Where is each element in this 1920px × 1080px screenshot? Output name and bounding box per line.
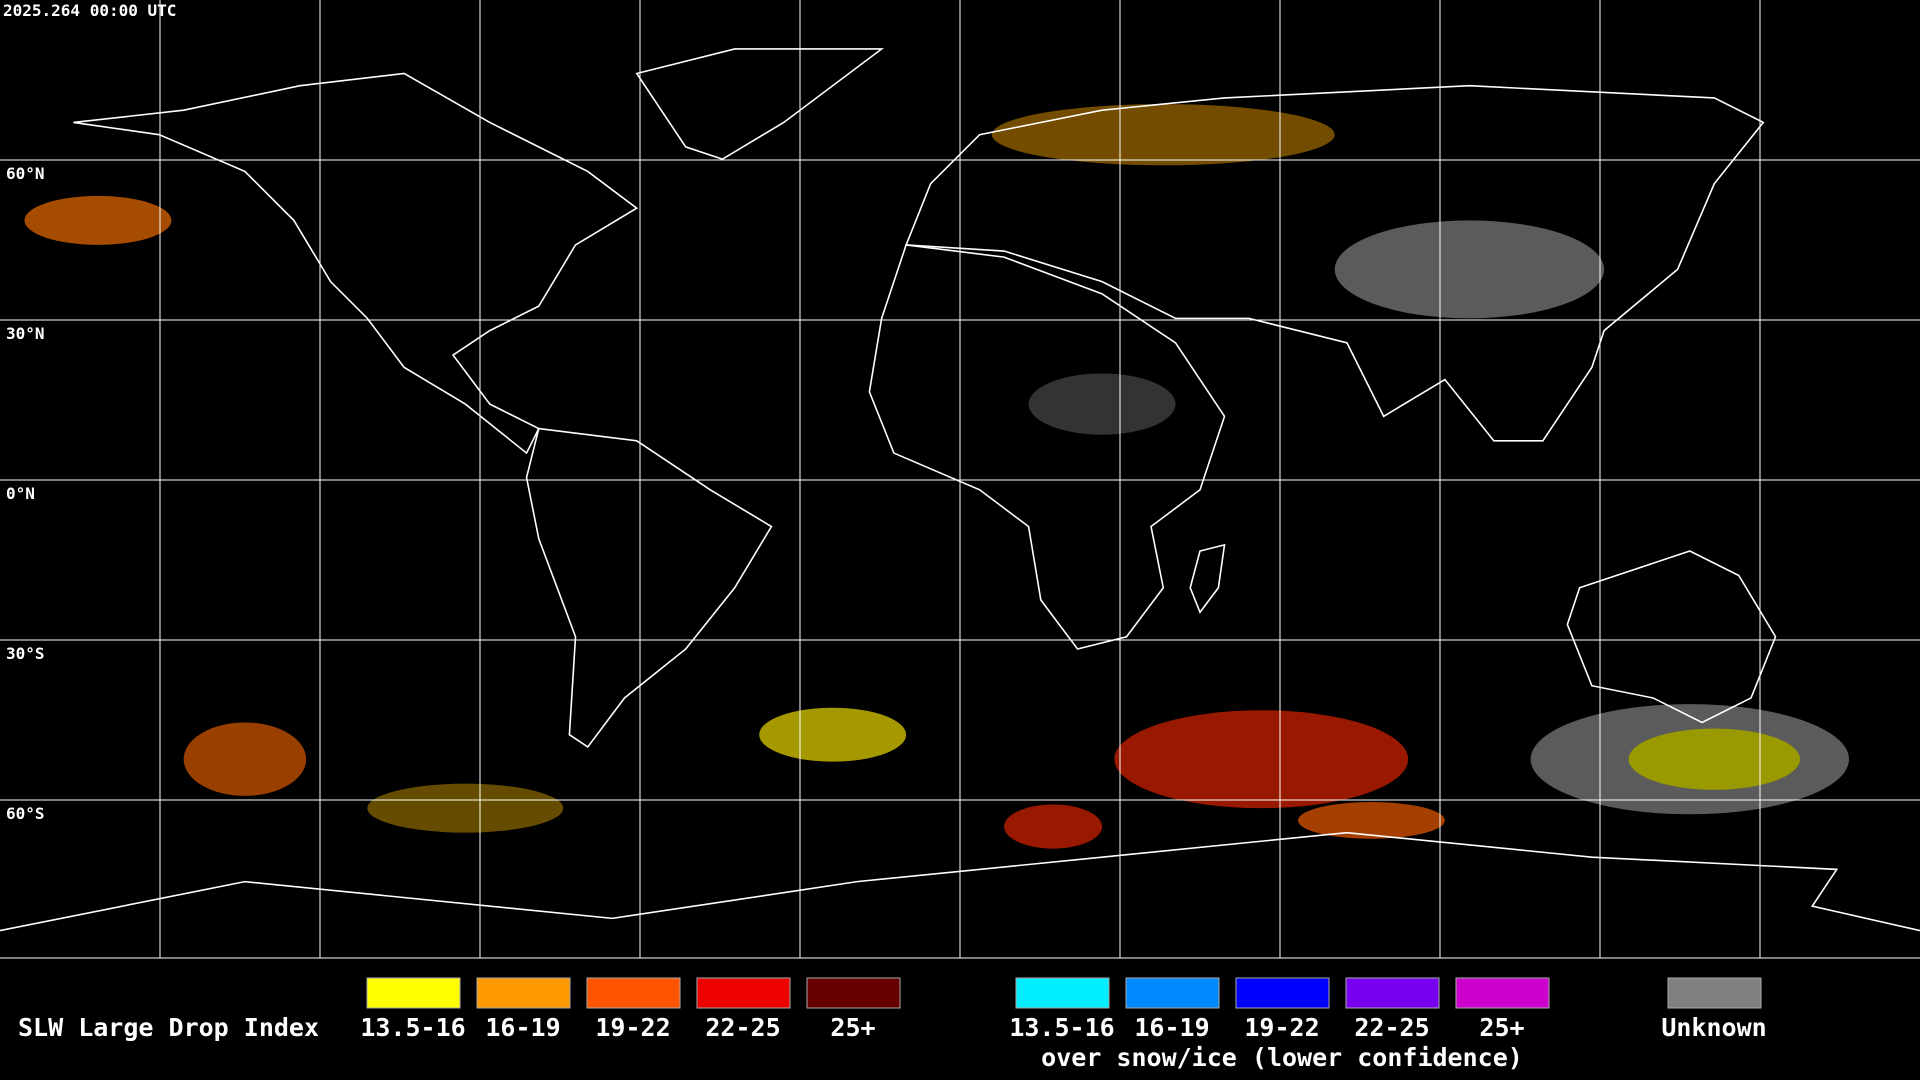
- cloud-patch: [1628, 728, 1801, 790]
- legend-label: 22-25: [705, 1013, 780, 1042]
- cloud-patch: [759, 707, 907, 762]
- legend-swatch: [696, 977, 791, 1009]
- coastline: [1189, 543, 1226, 614]
- legend-label: 13.5-16: [360, 1013, 465, 1042]
- legend-swatch: [1235, 977, 1330, 1009]
- latitude-label: 0°N: [6, 484, 35, 503]
- coastline: [904, 84, 1765, 442]
- legend-swatch: [1345, 977, 1440, 1009]
- latitude-label: 60°S: [6, 804, 45, 823]
- coastline: [0, 831, 1920, 932]
- legend-label: 16-19: [485, 1013, 560, 1042]
- coastline: [525, 427, 773, 749]
- latitude-label: 30°N: [6, 324, 45, 343]
- legend-caption: over snow/ice (lower confidence): [1041, 1043, 1523, 1072]
- legend-swatch: [586, 977, 681, 1009]
- coastlines: [0, 48, 1920, 932]
- timestamp: 2025.264 00:00 UTC: [3, 1, 176, 20]
- legend-title: SLW Large Drop Index: [18, 1013, 319, 1042]
- cloud-patches: [24, 104, 1849, 849]
- coastline: [635, 48, 885, 161]
- legend-label: 19-22: [1244, 1013, 1319, 1042]
- cloud-patch: [1334, 220, 1605, 319]
- cloud-patch: [183, 722, 307, 796]
- legend-label: 19-22: [595, 1013, 670, 1042]
- legend-label: Unknown: [1661, 1013, 1766, 1042]
- cloud-patch: [24, 195, 172, 245]
- cloud-patch: [1114, 710, 1409, 809]
- legend-swatch: [1125, 977, 1220, 1009]
- legend-label: 25+: [830, 1013, 875, 1042]
- coastline: [1566, 550, 1777, 724]
- legend-swatch: [806, 977, 901, 1009]
- cloud-patch: [367, 783, 564, 833]
- latitude-label: 30°S: [6, 644, 45, 663]
- legend-swatch: [476, 977, 571, 1009]
- coastline: [868, 244, 1226, 650]
- graticule: [0, 0, 1920, 959]
- cloud-patch: [1028, 373, 1176, 435]
- legend-label: 16-19: [1134, 1013, 1209, 1042]
- legend-label: 25+: [1479, 1013, 1524, 1042]
- map-layer: [0, 48, 1920, 932]
- latitude-labels: 60°N 30°N 0°N 30°S 60°S: [6, 164, 45, 823]
- cloud-patch: [991, 104, 1335, 166]
- cloud-patch: [1004, 804, 1103, 849]
- legend-label: 13.5-16: [1009, 1013, 1114, 1042]
- legend: 13.5-16 16-19 19-22 22-25 25+ 13.5-16 16-19 19-…: [360, 977, 1767, 1072]
- legend-swatch: [1667, 977, 1762, 1009]
- legend-swatch: [366, 977, 461, 1009]
- legend-swatch: [1455, 977, 1550, 1009]
- latitude-label: 60°N: [6, 164, 45, 183]
- legend-swatch: [1015, 977, 1110, 1009]
- cloud-patch: [1297, 802, 1445, 839]
- legend-label: 22-25: [1354, 1013, 1429, 1042]
- coastline: [73, 72, 639, 455]
